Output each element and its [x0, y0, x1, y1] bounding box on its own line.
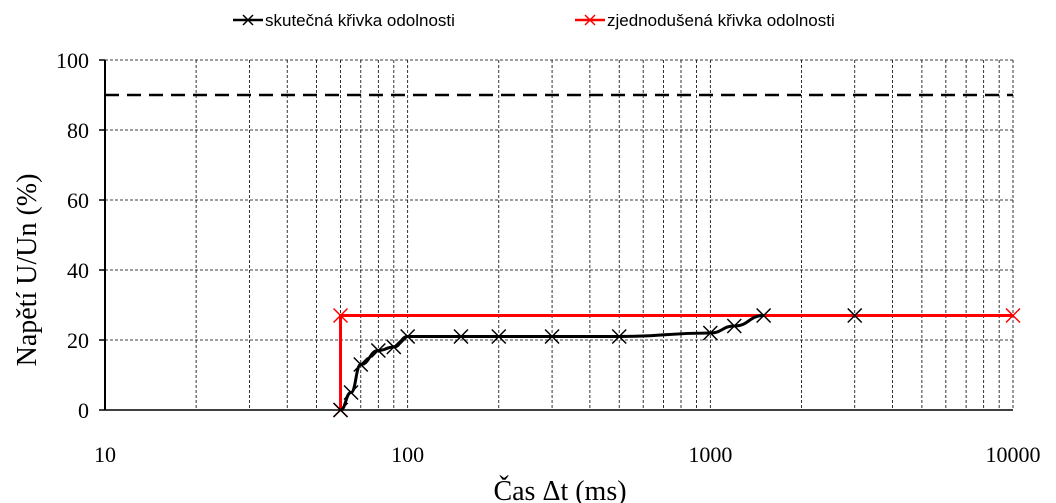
- y-tick-label: 100: [56, 48, 89, 73]
- y-tick-label: 0: [78, 398, 89, 423]
- legend-item-1: zjednodušená křivka odolnosti: [575, 11, 835, 30]
- y-tick-label: 20: [67, 328, 89, 353]
- extra-data-point: [847, 307, 863, 324]
- data-point: [386, 339, 402, 355]
- data-point: [343, 384, 359, 401]
- marker-stroke: [726, 318, 742, 334]
- x-tick-label: 10000: [986, 442, 1041, 467]
- data-point: [491, 328, 507, 345]
- series-1: [332, 307, 1021, 418]
- legend-swatch-marker: [242, 14, 254, 26]
- data-point: [726, 318, 742, 334]
- legend-label: skutečná křivka odolnosti: [265, 11, 455, 30]
- marker-stroke: [1005, 307, 1021, 324]
- series-line: [339, 314, 1013, 410]
- data-point: [544, 328, 560, 345]
- marker-stroke: [544, 328, 560, 345]
- marker-stroke: [353, 356, 369, 373]
- marker-stroke: [343, 384, 359, 401]
- x-tick-label: 100: [391, 442, 424, 467]
- legend-item-0: skutečná křivka odolnosti: [233, 11, 455, 30]
- data-point: [453, 328, 469, 345]
- y-tick-label: 80: [67, 118, 89, 143]
- marker-stroke: [386, 339, 402, 355]
- data-point: [611, 328, 627, 345]
- x-tick-label: 1000: [688, 442, 732, 467]
- axes: [99, 59, 1013, 411]
- marker-stroke: [611, 328, 627, 345]
- marker-stroke: [332, 307, 349, 324]
- data-point: [400, 328, 416, 345]
- legend-label: zjednodušená křivka odolnosti: [607, 11, 835, 30]
- data-point: [370, 342, 386, 359]
- data-point: [332, 307, 349, 324]
- marker-stroke: [453, 328, 469, 345]
- marker-stroke: [242, 14, 254, 26]
- marker-stroke: [847, 307, 863, 324]
- marker-stroke: [370, 342, 386, 359]
- marker-stroke: [702, 325, 718, 341]
- y-tick-label: 40: [67, 258, 89, 283]
- data-point: [353, 356, 369, 373]
- legend-swatch-marker: [584, 14, 596, 26]
- x-tick-label: 10: [94, 442, 116, 467]
- data-point: [1005, 307, 1021, 324]
- data-point: [702, 325, 718, 341]
- x-axis-title: Čas Δt (ms): [493, 476, 626, 503]
- data-point: [756, 307, 772, 324]
- marker-stroke: [491, 328, 507, 345]
- tick-labels: 0 20 40 60 80 100 10 100 1000 10000: [56, 48, 1041, 467]
- marker-stroke: [584, 14, 596, 26]
- legend: skutečná křivka odolnosti zjednodušená kř…: [233, 11, 835, 30]
- marker-stroke: [400, 328, 416, 345]
- series-group: [332, 307, 1021, 418]
- grid: [105, 59, 1014, 410]
- y-tick-label: 60: [67, 188, 89, 213]
- y-axis-title: Napětí U/Un (%): [12, 174, 43, 367]
- marker-stroke: [756, 307, 772, 324]
